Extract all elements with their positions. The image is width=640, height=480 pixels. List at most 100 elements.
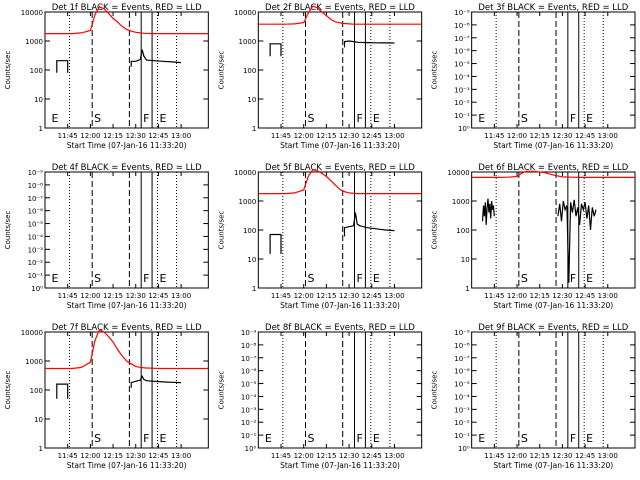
x-tick-label: 12:00 (507, 452, 527, 460)
y-tick-label: 10 (247, 96, 256, 104)
x-tick-label: 13:00 (171, 452, 191, 460)
y-tick-label: 100 (243, 227, 256, 235)
y-tick-label: 10⁻³ (241, 406, 257, 414)
y-tick-label: 10⁻⁷ (454, 355, 470, 363)
x-tick-label: 12:15 (316, 292, 336, 300)
x-tick-label: 12:45 (148, 452, 168, 460)
marker-label: S (94, 112, 101, 125)
y-tick-label: 10⁻⁵ (454, 61, 470, 69)
x-tick-label: 12:00 (294, 292, 314, 300)
x-tick-label: 12:30 (339, 452, 359, 460)
marker-label: S (521, 272, 528, 285)
events-series-line (130, 49, 182, 67)
y-tick-label: 10⁰ (458, 445, 470, 453)
marker-label: E (160, 432, 167, 445)
y-tick-label: 1 (39, 125, 43, 133)
x-axis-label: Start Time (07-Jan-16 11:33:20) (67, 301, 187, 310)
marker-label: S (308, 432, 315, 445)
events-series-line (56, 60, 69, 73)
chart-panel-8: Det 8f BLACK = Events, RED = LLD 10⁰ 10⁻¹ 1… (217, 323, 423, 470)
y-axis-label: Counts/sec (217, 211, 225, 250)
x-tick-label: 12:45 (575, 452, 595, 460)
lld-series-line (471, 170, 635, 178)
events-series-line (343, 212, 395, 237)
y-tick-label: 10⁻⁶ (241, 368, 257, 376)
x-tick-label: 11:45 (58, 292, 78, 300)
x-tick-label: 12:30 (339, 292, 359, 300)
y-tick-label: 10⁻¹ (28, 272, 44, 280)
marker-label: S (94, 432, 101, 445)
chart-title: Det 5f BLACK = Events, RED = LLD (265, 163, 415, 173)
y-tick-label: 10 (34, 96, 43, 104)
y-tick-label: 10⁻⁸ (454, 22, 470, 30)
x-tick-label: 11:45 (484, 132, 504, 140)
x-tick-label: 12:45 (575, 132, 595, 140)
plot-frame (471, 11, 636, 129)
marker-label: F (357, 432, 363, 445)
events-series-line (269, 233, 282, 254)
chart-panel-7: Det 7f BLACK = Events, RED = LLD 1 10 100 10… (4, 323, 209, 470)
y-tick-label: 10⁻⁴ (454, 393, 470, 401)
x-tick-label: 12:45 (148, 292, 168, 300)
y-tick-label: 10⁻² (28, 259, 44, 267)
y-axis-label: Counts/sec (431, 371, 439, 410)
marker-label: S (521, 432, 528, 445)
y-tick-label: 10⁻³ (454, 86, 470, 94)
marker-label: E (160, 272, 167, 285)
events-series-line (269, 43, 282, 57)
y-axis-label: Counts/sec (217, 51, 225, 90)
x-tick-label: 11:45 (271, 292, 291, 300)
chart-title: Det 6f BLACK = Events, RED = LLD (478, 163, 628, 173)
y-tick-label: 10⁻⁸ (241, 342, 257, 350)
chart-title: Det 8f BLACK = Events, RED = LLD (265, 323, 415, 333)
x-tick-label: 12:30 (126, 452, 146, 460)
lld-series-line (258, 5, 422, 25)
marker-label: S (308, 112, 315, 125)
marker-label: E (478, 432, 485, 445)
marker-label: E (160, 112, 167, 125)
x-tick-label: 12:30 (126, 292, 146, 300)
marker-label: E (265, 432, 272, 445)
events-series-line (56, 383, 69, 399)
y-tick-label: 1000 (25, 358, 43, 366)
y-tick-label: 100 (30, 387, 43, 395)
x-axis-label: Start Time (07-Jan-16 11:33:20) (493, 141, 613, 150)
x-tick-label: 13:00 (171, 132, 191, 140)
plot-frame (44, 171, 209, 289)
x-tick-label: 12:15 (530, 132, 550, 140)
lld-series-line (45, 6, 209, 35)
x-tick-label: 11:45 (271, 132, 291, 140)
y-tick-label: 10⁰ (245, 445, 257, 453)
y-tick-label: 10⁻³ (454, 406, 470, 414)
x-tick-label: 12:45 (362, 452, 382, 460)
y-tick-label: 10⁻¹ (241, 432, 257, 440)
y-tick-label: 10⁻⁶ (28, 208, 44, 216)
chart-title: Det 2f BLACK = Events, RED = LLD (265, 3, 415, 13)
y-tick-label: 1000 (239, 198, 257, 206)
x-tick-label: 12:15 (530, 292, 550, 300)
x-tick-label: 11:45 (484, 292, 504, 300)
marker-label: E (52, 272, 59, 285)
x-tick-label: 11:45 (58, 132, 78, 140)
y-tick-label: 10⁻² (454, 419, 470, 427)
chart-panel-3: Det 3f BLACK = Events, RED = LLD 10⁰ 10⁻¹ 1… (431, 3, 636, 150)
x-tick-label: 12:15 (103, 452, 123, 460)
marker-label: F (570, 112, 576, 125)
x-axis-label: Start Time (07-Jan-16 11:33:20) (67, 141, 187, 150)
chart-title: Det 7f BLACK = Events, RED = LLD (52, 323, 202, 333)
y-tick-label: 10⁻⁴ (28, 233, 44, 241)
chart-panel-1: Det 1f BLACK = Events, RED = LLD 1 10 100 10… (4, 3, 209, 150)
y-tick-label: 10 (461, 256, 470, 264)
marker-label: E (478, 112, 485, 125)
y-tick-label: 10⁻³ (28, 246, 44, 254)
y-tick-label: 10 (247, 256, 256, 264)
marker-label: E (52, 112, 59, 125)
x-axis-label: Start Time (07-Jan-16 11:33:20) (493, 461, 613, 470)
y-tick-label: 1 (39, 445, 43, 453)
y-tick-label: 10⁻⁵ (241, 381, 257, 389)
x-tick-label: 11:45 (271, 452, 291, 460)
events-series-line (557, 199, 597, 283)
x-tick-label: 11:45 (58, 452, 78, 460)
x-axis-label: Start Time (07-Jan-16 11:33:20) (67, 461, 187, 470)
events-series-line (130, 374, 182, 388)
